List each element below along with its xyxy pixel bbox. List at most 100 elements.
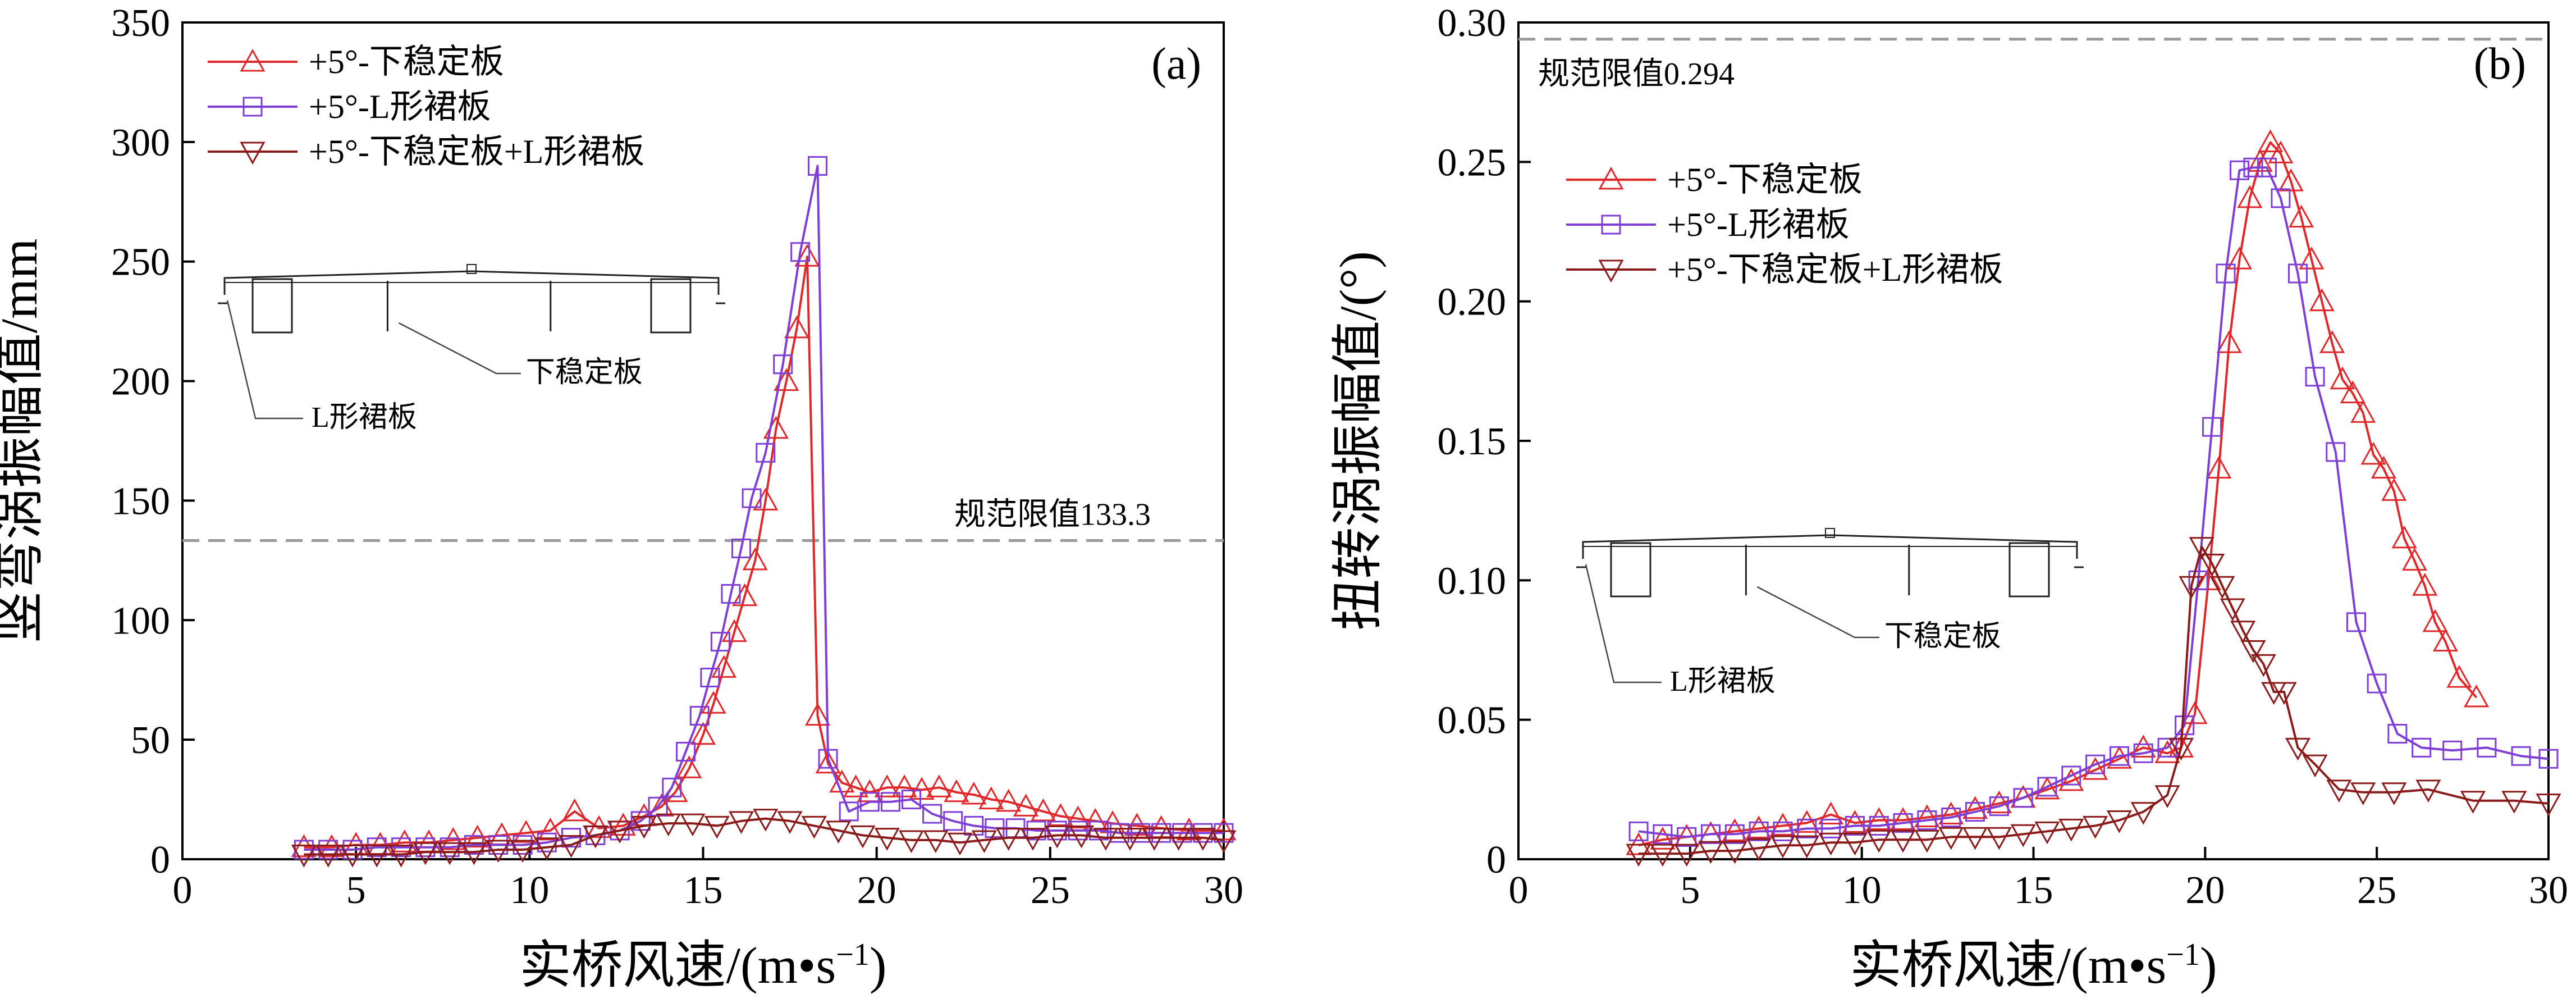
data-point	[2157, 737, 2177, 758]
data-point	[1749, 821, 1769, 841]
data-point	[2371, 455, 2396, 479]
data-point	[562, 798, 588, 822]
legend-label: +5°-L形裙板	[1667, 206, 1849, 243]
data-point	[1989, 796, 2009, 817]
data-point	[923, 830, 949, 854]
series-line-2	[1638, 166, 2549, 838]
data-point	[1986, 827, 2012, 850]
data-point	[1026, 820, 1046, 841]
y-tick-label: 0.05	[1438, 699, 1507, 742]
data-point	[2058, 768, 2084, 791]
data-point	[742, 488, 762, 508]
data-point	[461, 842, 487, 865]
data-point	[2034, 821, 2060, 845]
data-point	[1697, 841, 1724, 864]
data-point	[607, 820, 633, 844]
data-point	[2010, 824, 2036, 847]
y-tick-label: 350	[111, 2, 170, 45]
data-point	[711, 655, 737, 678]
x-tick-label: 30	[1204, 869, 1243, 912]
data-point	[964, 815, 984, 836]
data-point	[486, 840, 511, 863]
data-point	[898, 830, 925, 854]
data-point	[2168, 737, 2194, 761]
data-point	[676, 755, 702, 778]
data-point	[1110, 823, 1129, 843]
data-point	[2195, 567, 2221, 590]
y-tick-label: 0.15	[1438, 420, 1507, 463]
data-point	[826, 820, 852, 844]
data-point	[2013, 788, 2033, 808]
x-tick-label: 0	[1509, 869, 1529, 912]
limit-label: 规范限值133.3	[954, 498, 1151, 532]
plot-frame	[1517, 21, 2550, 860]
data-point	[2538, 749, 2559, 769]
data-point	[1962, 796, 1988, 819]
data-point	[922, 804, 942, 824]
data-point	[2360, 441, 2386, 465]
data-point	[2401, 548, 2427, 571]
data-point	[1211, 830, 1237, 854]
data-point	[513, 820, 539, 843]
data-point	[2130, 735, 2156, 758]
y-tick-label: 200	[111, 361, 170, 404]
data-point	[728, 811, 754, 834]
data-point	[756, 443, 776, 463]
data-point	[1890, 807, 1916, 830]
data-point	[2391, 525, 2417, 549]
series-line-1	[1638, 141, 2478, 847]
data-point	[2278, 168, 2304, 192]
data-point	[943, 811, 963, 831]
data-point	[801, 815, 827, 839]
data-point	[2412, 573, 2438, 596]
data-point	[2237, 185, 2263, 208]
data-point	[2250, 654, 2276, 677]
data-point	[2199, 554, 2225, 577]
data-point	[2271, 188, 2291, 208]
data-point	[1986, 790, 2012, 814]
legend-marker	[240, 48, 266, 72]
data-point	[2037, 777, 2057, 797]
x-tick-label: 10	[1842, 869, 1882, 912]
data-point	[777, 811, 803, 834]
data-point	[996, 788, 1022, 812]
data-point	[700, 667, 720, 687]
inset-leader-a	[398, 322, 521, 375]
y-tick-label: 250	[111, 241, 170, 284]
inset-leader-b	[1585, 564, 1662, 683]
inset-label-stabilizer: 下稳定板	[526, 357, 643, 389]
inset-box-left	[251, 278, 293, 334]
y-axis-title: 竖弯涡振幅值/mm	[0, 239, 48, 644]
data-point	[2133, 743, 2153, 763]
data-point	[2381, 782, 2407, 805]
inset-box-right	[650, 278, 692, 334]
data-point	[2179, 576, 2204, 599]
x-tick-label: 20	[857, 869, 896, 912]
data-point	[1701, 824, 1721, 844]
y-tick-label: 0.30	[1438, 2, 1507, 45]
data-point	[2109, 746, 2129, 766]
data-point	[510, 840, 536, 863]
data-point	[859, 792, 880, 812]
x-tick-label: 15	[2014, 869, 2053, 912]
data-point	[2350, 782, 2376, 805]
data-point	[1722, 818, 1747, 841]
data-point	[947, 832, 973, 856]
data-point	[1938, 827, 1964, 850]
data-point	[676, 741, 696, 762]
data-point	[978, 786, 1004, 810]
data-point	[1117, 828, 1143, 851]
data-point	[805, 703, 831, 726]
x-tick-label: 5	[346, 869, 366, 912]
legend-label: +5°-下稳定板	[309, 43, 504, 80]
data-point	[2367, 673, 2387, 694]
y-tick-label: 0.20	[1438, 281, 1507, 324]
data-point	[874, 828, 900, 851]
inset-label-skirt: L形裙板	[312, 402, 417, 434]
x-tick-label: 15	[684, 869, 723, 912]
data-point	[1131, 823, 1151, 843]
data-point	[558, 835, 584, 858]
inset-deck	[223, 270, 720, 295]
legend-marker	[240, 142, 266, 165]
data-point	[1962, 827, 1988, 850]
